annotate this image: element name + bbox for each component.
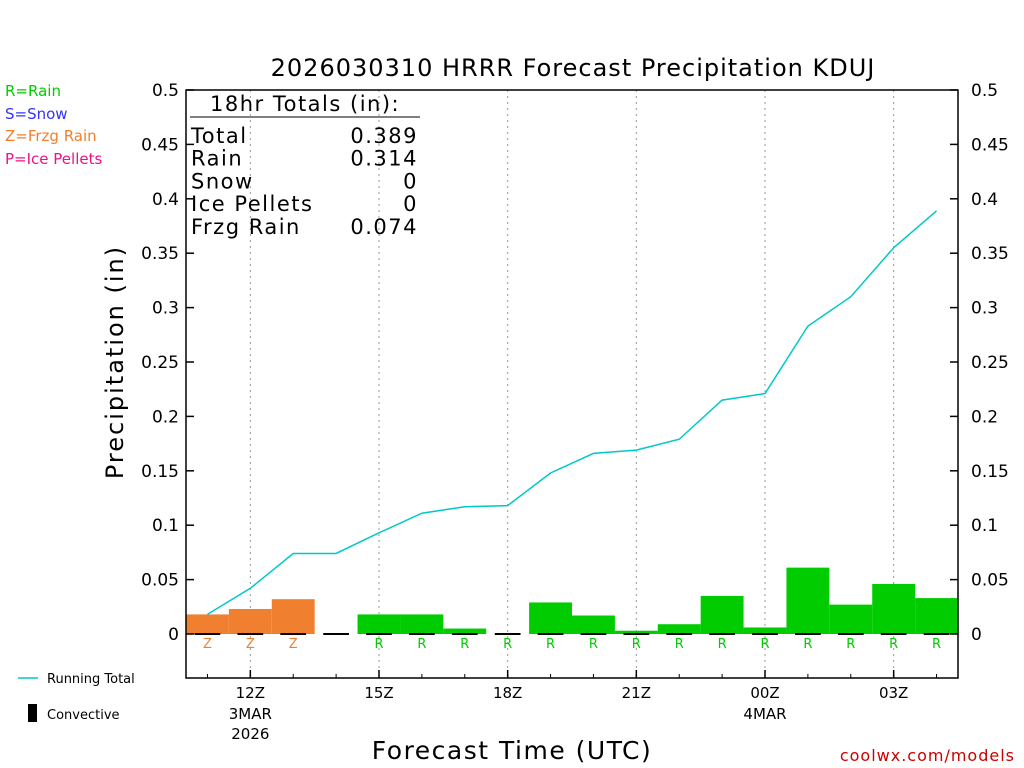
ptype-label-hour-13: Z <box>289 637 298 652</box>
precip-bar-hour-26 <box>829 604 873 634</box>
ptype-label-hour-12: Z <box>246 637 255 652</box>
totals-row-label-2: Snow <box>191 169 254 193</box>
precip-bar-hour-16 <box>400 614 444 634</box>
ptype-label-hour-18: R <box>503 637 512 652</box>
y-tick-label-left-3: 0.15 <box>141 462 179 482</box>
legend-ice-pellets: P=Ice Pellets <box>5 150 102 168</box>
plot-frame <box>185 89 959 679</box>
ptype-label-hour-11: Z <box>203 637 212 652</box>
totals-row-label-0: Total <box>190 124 248 148</box>
totals-row-label-1: Rain <box>191 147 243 171</box>
x-tick-label-15Z: 15Z <box>364 684 393 702</box>
legend-snow: S=Snow <box>5 105 68 123</box>
x-axis-ticks: 12Z 3MAR 2026 15Z 18Z 21Z 00Z 4MAR 03Z <box>206 670 938 743</box>
running-total-key-label: Running Total <box>47 672 135 687</box>
x-tick-label-21Z: 21Z <box>622 684 651 702</box>
precip-bar-hour-13 <box>271 599 315 634</box>
y-tick-label-right-8: 0.4 <box>971 190 998 210</box>
precipitation-bars <box>186 567 958 634</box>
y-tick-label-left-1: 0.05 <box>141 571 179 591</box>
x-tick-date-00Z: 4MAR <box>743 705 786 723</box>
precip-bar-hour-19 <box>529 602 572 634</box>
y-tick-label-left-7: 0.35 <box>141 244 179 264</box>
ptype-label-hour-20: R <box>589 637 598 652</box>
y-tick-label-left-9: 0.45 <box>141 135 179 155</box>
precip-bar-hour-25 <box>786 567 830 634</box>
ptype-label-hour-22: R <box>675 637 684 652</box>
y-axis-ticks: 0 00.05 0.050.1 0.10.15 0.150.2 0.20.25 0.250.… <box>141 81 1009 645</box>
y-tick-label-right-2: 0.1 <box>971 516 998 536</box>
y-tick-label-right-3: 0.15 <box>971 462 1009 482</box>
precip-bar-hour-28 <box>915 598 958 634</box>
y-tick-label-left-0: 0 <box>168 625 179 645</box>
ptype-label-hour-27: R <box>889 637 898 652</box>
precip-bar-hour-12 <box>228 608 272 634</box>
totals-row-value-4: 0.074 <box>350 215 418 239</box>
running-total-series <box>207 210 938 616</box>
legend-frzg-rain: Z=Frzg Rain <box>5 127 97 145</box>
y-tick-label-right-6: 0.3 <box>971 299 998 319</box>
credit-link[interactable]: coolwx.com/models <box>840 746 1015 765</box>
y-tick-label-left-6: 0.3 <box>152 299 179 319</box>
totals-row-value-3: 0 <box>403 192 418 216</box>
ptype-label-hour-23: R <box>718 637 727 652</box>
precip-bar-hour-22 <box>657 624 701 634</box>
totals-row-value-2: 0 <box>403 169 418 193</box>
convective-key-label: Convective <box>47 708 120 723</box>
y-tick-label-right-4: 0.2 <box>971 407 998 427</box>
vertical-gridlines <box>249 90 895 678</box>
x-tick-year-12Z: 2026 <box>231 725 269 743</box>
x-tick-date-12Z: 3MAR <box>229 705 272 723</box>
precip-bar-hour-15 <box>357 614 401 634</box>
x-tick-label-12Z: 12Z <box>236 684 265 702</box>
x-tick-label-00Z: 00Z <box>750 684 779 702</box>
ptype-label-hour-28: R <box>932 637 941 652</box>
y-tick-label-left-4: 0.2 <box>152 407 179 427</box>
totals-row-value-1: 0.314 <box>350 147 418 171</box>
x-axis-title: Forecast Time (UTC) <box>372 736 652 765</box>
ptype-label-hour-21: R <box>632 637 641 652</box>
x-tick-label-03Z: 03Z <box>879 684 908 702</box>
precip-bar-hour-17 <box>443 628 487 634</box>
y-tick-label-right-1: 0.05 <box>971 571 1009 591</box>
totals-box: 18hr Totals (in): Total 0.389 Rain 0.314 Snow… <box>190 92 420 239</box>
y-tick-label-right-9: 0.45 <box>971 135 1009 155</box>
y-tick-label-left-8: 0.4 <box>152 190 179 210</box>
running-total-line <box>207 210 938 616</box>
precip-bar-hour-23 <box>700 595 744 634</box>
totals-box-title: 18hr Totals (in): <box>210 92 400 116</box>
ptype-label-hour-17: R <box>460 637 469 652</box>
ptype-label-hour-16: R <box>417 637 426 652</box>
y-axis-title: Precipitation (in) <box>101 245 129 479</box>
ptype-label-hour-19: R <box>546 637 555 652</box>
x-tick-label-18Z: 18Z <box>493 684 522 702</box>
convective-key-swatch <box>28 704 37 722</box>
y-tick-label-left-5: 0.25 <box>141 353 179 373</box>
precip-bar-hour-11 <box>186 614 229 634</box>
y-tick-label-left-10: 0.5 <box>152 81 179 101</box>
y-tick-label-right-5: 0.25 <box>971 353 1009 373</box>
plot-border <box>185 89 959 679</box>
chart-title: 2026030310 HRRR Forecast Precipitation K… <box>271 54 876 82</box>
totals-row-value-0: 0.389 <box>350 124 418 148</box>
precip-bar-hour-21 <box>614 630 658 634</box>
precip-bar-hour-27 <box>872 583 916 634</box>
totals-row-label-3: Ice Pellets <box>191 192 313 216</box>
totals-row-label-4: Frzg Rain <box>191 215 301 239</box>
legend-rain: R=Rain <box>5 82 61 100</box>
y-tick-label-right-0: 0 <box>971 625 982 645</box>
precip-bar-hour-24 <box>743 627 787 634</box>
y-tick-label-right-7: 0.35 <box>971 244 1009 264</box>
precip-bar-hour-20 <box>572 615 615 634</box>
ptype-label-hour-24: R <box>760 637 769 652</box>
ptype-label-hour-25: R <box>803 637 812 652</box>
ptype-label-hour-15: R <box>374 637 383 652</box>
y-tick-label-right-10: 0.5 <box>971 81 998 101</box>
ptype-label-hour-26: R <box>846 637 855 652</box>
y-tick-label-left-2: 0.1 <box>152 516 179 536</box>
